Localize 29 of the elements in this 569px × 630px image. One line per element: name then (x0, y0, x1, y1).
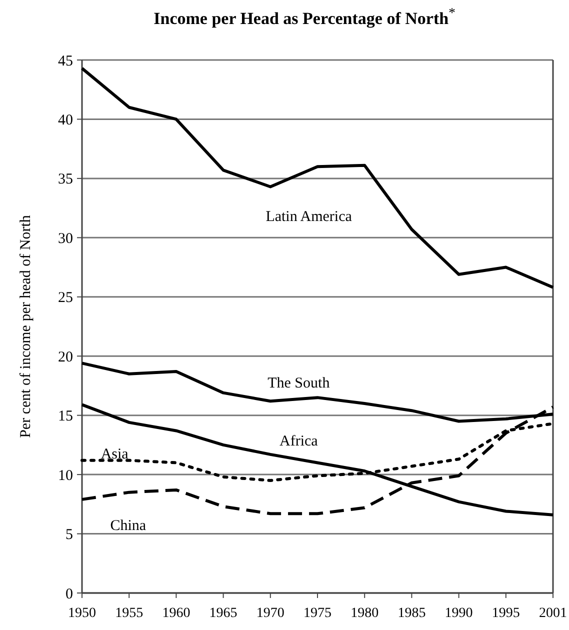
series-label: Latin America (266, 209, 352, 226)
line-series (80, 66, 554, 289)
x-tick-label: 1965 (209, 606, 238, 621)
y-tick-label: 10 (58, 468, 73, 484)
y-axis-title: Per cent of income per head of North (18, 214, 34, 438)
series-label: The South (268, 376, 330, 392)
series-label: Asia (100, 446, 129, 462)
y-tick-label: 15 (58, 408, 73, 425)
x-tick-label: 1950 (68, 606, 96, 621)
y-tick-label: 30 (58, 230, 73, 247)
x-tick-label: 1960 (162, 606, 190, 621)
y-tick-label: 40 (58, 112, 73, 128)
y-tick-label: 45 (58, 53, 73, 70)
x-tick-label: 1975 (304, 606, 332, 621)
x-tick-label: 1995 (492, 606, 520, 621)
series-label: Africa (280, 434, 318, 450)
x-tick-label: 1990 (444, 606, 473, 621)
y-tick-label: 0 (66, 586, 73, 602)
chart-title: Income per Head as Percentage of North$^{*}$ (154, 4, 456, 28)
x-tick-label: 1985 (398, 606, 426, 621)
x-tick-label: 1970 (256, 606, 284, 621)
y-tick-label: 5 (66, 527, 73, 544)
y-tick-label: 20 (58, 349, 73, 366)
x-tick-label: 2001 (539, 606, 567, 621)
y-tick-label: 25 (58, 290, 73, 306)
series-label: China (110, 518, 146, 534)
x-tick-label: 1980 (350, 606, 379, 621)
x-tick-label: 1955 (115, 606, 144, 621)
y-tick-label: 35 (58, 172, 73, 188)
